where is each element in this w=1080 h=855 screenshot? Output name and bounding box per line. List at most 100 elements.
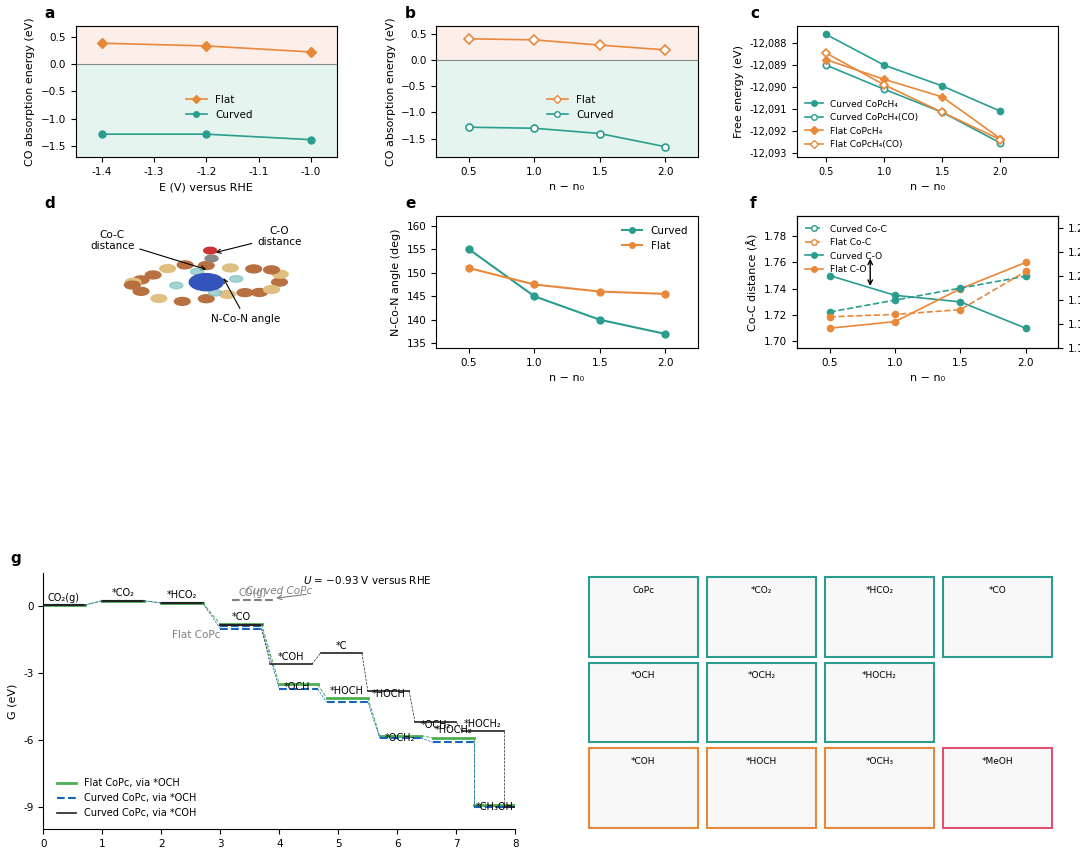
Flat C-O (889, 310, 902, 320)
Y-axis label: CO absorption energy (eV): CO absorption energy (eV) (25, 17, 35, 166)
Bar (436, 26, 698, 60)
Flat C-O (1020, 266, 1032, 276)
Circle shape (170, 282, 183, 289)
Text: *CO₂: *CO₂ (751, 586, 772, 595)
Y-axis label: Free energy (eV): Free energy (eV) (734, 45, 744, 138)
X-axis label: n − n₀: n − n₀ (910, 373, 945, 383)
Y-axis label: Co-C distance (Å): Co-C distance (Å) (747, 233, 758, 331)
Text: *HOCH₂: *HOCH₂ (464, 719, 502, 729)
X-axis label: n − n₀: n − n₀ (910, 182, 945, 192)
Curved C-O (823, 307, 836, 317)
FancyBboxPatch shape (589, 663, 699, 742)
Curved C-O (1020, 271, 1032, 281)
Text: Co-C
distance: Co-C distance (90, 230, 205, 270)
Flat Co-C (889, 316, 902, 327)
Text: b: b (405, 6, 416, 21)
Text: CO₂(g): CO₂(g) (48, 593, 80, 603)
Curved Co-C (1020, 323, 1032, 333)
FancyBboxPatch shape (589, 577, 699, 657)
Circle shape (246, 265, 261, 273)
Text: *OCH₂: *OCH₂ (386, 734, 416, 743)
Text: *CO: *CO (231, 612, 251, 622)
Text: *CH₃OH: *CH₃OH (476, 802, 514, 812)
Circle shape (272, 270, 288, 278)
Legend: Curved, Flat: Curved, Flat (618, 221, 692, 255)
Circle shape (199, 295, 214, 303)
Circle shape (272, 278, 287, 286)
Circle shape (124, 281, 140, 289)
Text: *MeOH: *MeOH (982, 757, 1013, 766)
Y-axis label: G (eV): G (eV) (8, 683, 17, 719)
FancyBboxPatch shape (706, 577, 816, 657)
Curved Co-C (823, 270, 836, 280)
Circle shape (174, 298, 190, 305)
Curved C-O (889, 295, 902, 305)
Legend: Flat, Curved: Flat, Curved (181, 91, 257, 124)
Text: *HOCH: *HOCH (330, 686, 364, 696)
Circle shape (205, 255, 218, 262)
Curved Co-C (889, 290, 902, 300)
Text: *OCH: *OCH (631, 671, 656, 681)
FancyBboxPatch shape (589, 748, 699, 828)
Circle shape (177, 261, 193, 268)
Text: e: e (405, 197, 416, 211)
Legend: Curved CoPcH₄, Curved CoPcH₄(CO), Flat CoPcH₄, Flat CoPcH₄(CO): Curved CoPcH₄, Curved CoPcH₄(CO), Flat C… (801, 96, 922, 153)
Circle shape (160, 264, 175, 273)
Text: f: f (750, 197, 757, 211)
Curved Co-C (954, 297, 967, 307)
Text: *OCH₂: *OCH₂ (747, 671, 775, 681)
Y-axis label: N-Co-N angle (deg): N-Co-N angle (deg) (391, 228, 401, 336)
Flat Co-C (954, 284, 967, 294)
Circle shape (219, 291, 235, 298)
Text: c: c (750, 6, 759, 21)
Flat Co-C (1020, 257, 1032, 268)
X-axis label: E (V) versus RHE: E (V) versus RHE (160, 182, 253, 192)
Circle shape (208, 290, 221, 296)
FancyBboxPatch shape (825, 577, 934, 657)
Text: *OCH₂: *OCH₂ (420, 720, 450, 730)
Circle shape (151, 294, 166, 303)
Text: C-O
distance: C-O distance (217, 226, 301, 253)
X-axis label: n − n₀: n − n₀ (550, 373, 584, 383)
Circle shape (133, 287, 149, 295)
Text: Flat CoPc: Flat CoPc (173, 629, 220, 640)
Text: *C: *C (336, 641, 347, 652)
Text: $U$ = −0.93 V versus RHE: $U$ = −0.93 V versus RHE (303, 574, 432, 586)
FancyBboxPatch shape (706, 748, 816, 828)
Text: N-Co-N angle: N-Co-N angle (211, 279, 280, 323)
Circle shape (125, 278, 141, 286)
Circle shape (238, 289, 253, 297)
Line: Curved Co-C: Curved Co-C (826, 273, 1029, 332)
Text: *HOCH₂: *HOCH₂ (434, 725, 472, 735)
Y-axis label: CO absorption energy (eV): CO absorption energy (eV) (386, 17, 395, 166)
Circle shape (264, 286, 280, 293)
FancyBboxPatch shape (943, 577, 1053, 657)
Circle shape (252, 288, 268, 297)
Text: d: d (44, 197, 55, 211)
Legend: Flat, Curved: Flat, Curved (542, 91, 618, 124)
Text: g: g (10, 551, 21, 566)
Circle shape (190, 268, 204, 274)
Text: *HCO₂: *HCO₂ (865, 586, 893, 595)
Curved C-O (954, 283, 967, 293)
Text: Curved CoPc: Curved CoPc (246, 586, 312, 596)
Flat C-O (954, 304, 967, 315)
Circle shape (264, 266, 280, 274)
Circle shape (222, 264, 239, 272)
FancyBboxPatch shape (825, 748, 934, 828)
Text: *CO₂: *CO₂ (111, 588, 134, 598)
Line: Flat C-O: Flat C-O (826, 268, 1029, 320)
Circle shape (230, 275, 243, 282)
Circle shape (204, 247, 217, 254)
Text: a: a (44, 6, 55, 21)
X-axis label: n − n₀: n − n₀ (550, 182, 584, 192)
Flat Co-C (823, 323, 836, 333)
Text: *HCO₂: *HCO₂ (166, 591, 197, 600)
FancyBboxPatch shape (943, 748, 1053, 828)
Text: *HOCH₂: *HOCH₂ (862, 671, 897, 681)
Circle shape (146, 271, 161, 279)
Text: *HOCH: *HOCH (746, 757, 778, 766)
Text: *COH: *COH (631, 757, 656, 766)
Flat C-O (823, 312, 836, 322)
Text: *OCH: *OCH (284, 682, 310, 692)
